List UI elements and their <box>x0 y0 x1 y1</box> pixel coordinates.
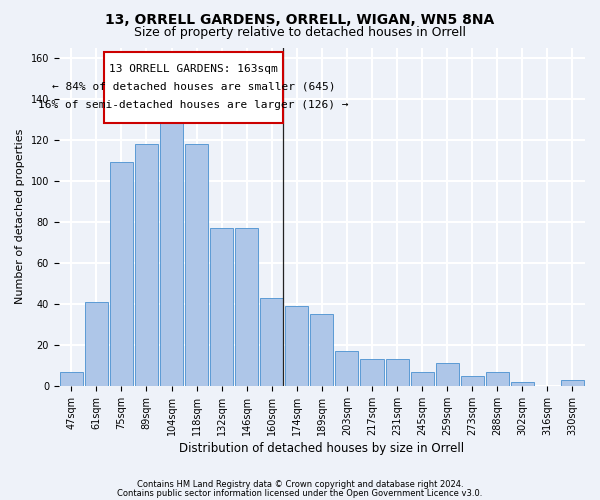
Bar <box>260 298 283 386</box>
Bar <box>235 228 258 386</box>
Bar <box>110 162 133 386</box>
Bar <box>335 351 358 386</box>
Bar <box>310 314 334 386</box>
Bar <box>286 306 308 386</box>
Text: ← 84% of detached houses are smaller (645): ← 84% of detached houses are smaller (64… <box>52 82 335 92</box>
Bar <box>461 376 484 386</box>
Bar <box>135 144 158 386</box>
Bar <box>160 124 183 386</box>
X-axis label: Distribution of detached houses by size in Orrell: Distribution of detached houses by size … <box>179 442 464 455</box>
Text: Contains public sector information licensed under the Open Government Licence v3: Contains public sector information licen… <box>118 489 482 498</box>
Text: 13 ORRELL GARDENS: 163sqm: 13 ORRELL GARDENS: 163sqm <box>109 64 278 74</box>
Text: 13, ORRELL GARDENS, ORRELL, WIGAN, WN5 8NA: 13, ORRELL GARDENS, ORRELL, WIGAN, WN5 8… <box>106 12 494 26</box>
Bar <box>386 360 409 386</box>
Bar <box>410 372 434 386</box>
Bar <box>361 360 383 386</box>
Bar <box>210 228 233 386</box>
Bar <box>561 380 584 386</box>
Text: Contains HM Land Registry data © Crown copyright and database right 2024.: Contains HM Land Registry data © Crown c… <box>137 480 463 489</box>
Bar <box>436 364 459 386</box>
Y-axis label: Number of detached properties: Number of detached properties <box>15 129 25 304</box>
Bar <box>486 372 509 386</box>
Bar <box>60 372 83 386</box>
Text: 16% of semi-detached houses are larger (126) →: 16% of semi-detached houses are larger (… <box>38 100 349 110</box>
Bar <box>185 144 208 386</box>
Bar <box>85 302 108 386</box>
Text: Size of property relative to detached houses in Orrell: Size of property relative to detached ho… <box>134 26 466 39</box>
Bar <box>511 382 534 386</box>
FancyBboxPatch shape <box>104 52 283 124</box>
